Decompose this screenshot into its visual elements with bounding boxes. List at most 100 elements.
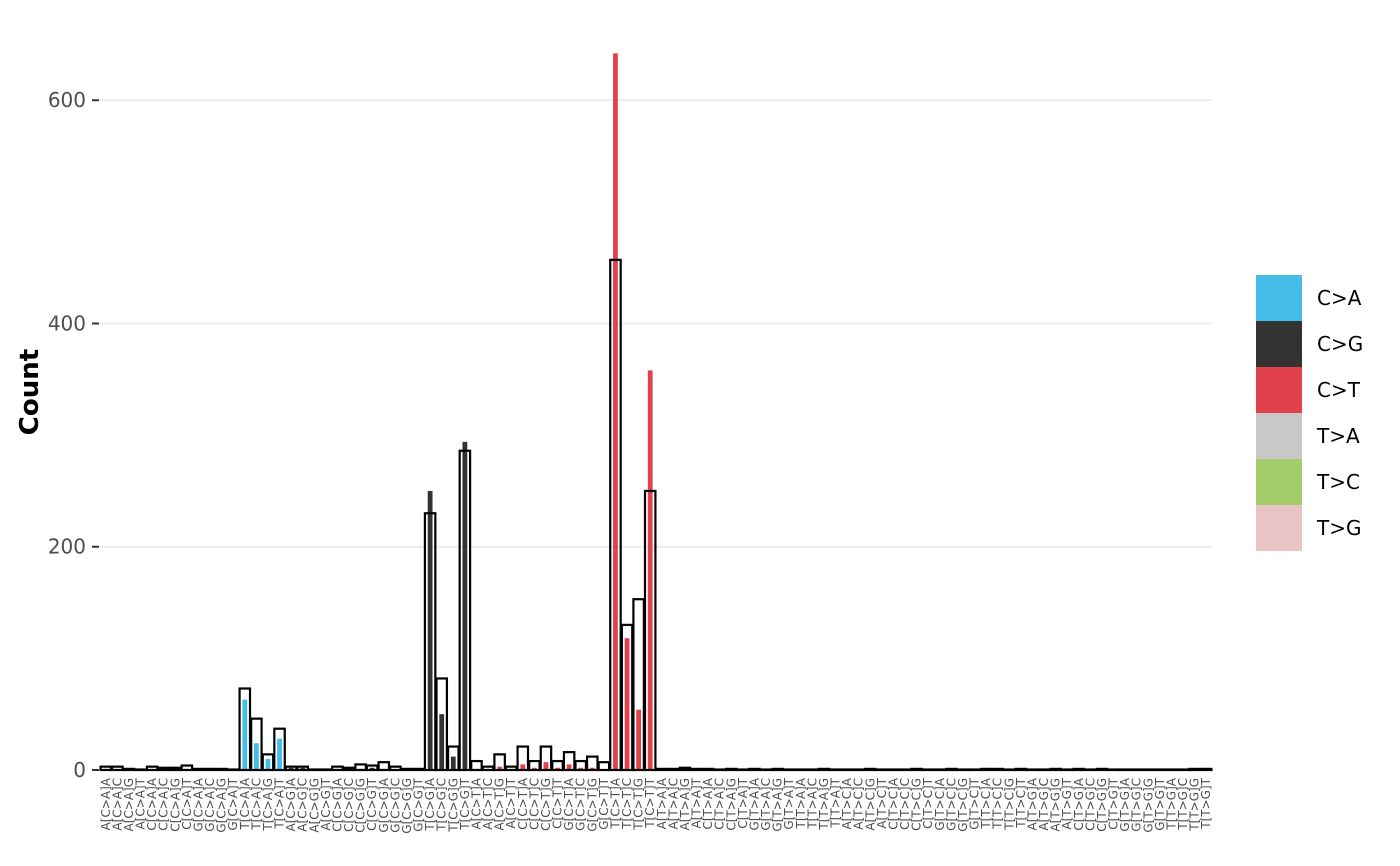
x-tick-label: A[T>C]T (875, 777, 889, 828)
outline-bar (921, 768, 935, 772)
y-tick-label: 400 (48, 311, 86, 335)
outline-bar (655, 767, 669, 772)
outline-bar (331, 765, 344, 772)
outline-bar (1118, 768, 1132, 772)
x-tick-label: A[T>A]A (655, 777, 669, 829)
outline-bar (910, 767, 923, 772)
x-tick-label: G[T>C]G (956, 778, 970, 832)
outline-bar (794, 768, 808, 772)
outline-bar (504, 765, 518, 772)
x-tick-label: C[T>A]G (724, 778, 738, 831)
x-tick-label: T[C>G]T (458, 777, 472, 830)
outline-bar (192, 767, 205, 772)
x-tick-label: C[T>C]C (898, 778, 912, 830)
filled-bar (300, 767, 306, 770)
y-tick-label: 600 (48, 88, 86, 112)
outline-bar (273, 727, 286, 772)
x-tick-label: T[C>T]G (632, 778, 646, 831)
outline-bar (400, 767, 414, 772)
x-tick-label: A[T>G]G (1049, 778, 1063, 832)
x-tick-label: T[C>G]A (423, 777, 437, 831)
outline-bar (238, 687, 252, 772)
outline-bar (945, 767, 958, 772)
x-tick-label: T[C>T]T (643, 777, 657, 828)
x-tick-label: T[T>A]G (817, 778, 831, 831)
outline-bar (736, 768, 750, 772)
filled-bar (288, 767, 294, 770)
outline-bar (168, 766, 182, 772)
outline-bar (875, 768, 889, 772)
filled-bar (462, 441, 468, 770)
outline-bar (863, 767, 877, 772)
x-tick-label: T[C>A]A (238, 777, 252, 830)
outline-bar (307, 768, 321, 772)
outline-bar (111, 765, 124, 772)
outline-bar (748, 767, 761, 772)
x-tick-label: C[T>G]A (1072, 777, 1086, 830)
outline-bar (145, 765, 159, 772)
outline-bar (377, 761, 391, 772)
outline-bar (226, 768, 240, 772)
x-tick-label: A[C>A]T (134, 777, 148, 829)
outline-bar (898, 768, 912, 772)
outline-bar (1176, 768, 1190, 772)
filled-bar (277, 738, 282, 770)
x-tick-label: A[T>C]G (863, 778, 877, 831)
legend-label: C>A (1317, 286, 1362, 310)
outline-bar (713, 768, 727, 772)
x-tick-label: G[C>G]T (412, 777, 426, 831)
x-tick-label: G[C>G]G (400, 778, 414, 834)
x-tick-label: T[C>A]C (249, 778, 263, 831)
filled-bar (520, 764, 526, 770)
x-tick-label: C[C>G]G (354, 778, 368, 833)
outline-bar (539, 745, 553, 772)
x-tick-label: G[C>A]G (215, 778, 229, 833)
x-tick-label: T[C>A]T (273, 777, 287, 829)
x-tick-label: G[C>T]G (585, 778, 599, 832)
filled-bar (531, 767, 537, 770)
outline-bar (1084, 768, 1097, 772)
x-tick-label: A[C>T]G (493, 778, 507, 831)
x-tick-label: A[C>G]T (319, 777, 333, 830)
outline-bar (319, 768, 333, 772)
outline-bar (678, 766, 692, 772)
x-tick-label: A[C>A]A (99, 777, 113, 830)
outline-bar (806, 768, 819, 772)
x-tick-label: T[C>G]C (435, 778, 449, 832)
outline-bar (690, 767, 703, 772)
outline-bar (481, 765, 495, 772)
outline-bar (261, 753, 275, 772)
y-axis: 0 200 400 600 (48, 88, 99, 782)
x-axis: A[C>A]AA[C>A]CA[C>A]GA[C>A]TC[C>A]AC[C>A… (99, 777, 1213, 833)
outline-bar (1072, 767, 1086, 772)
x-tick-label: T[T>A]A (794, 777, 808, 829)
outline-bar (620, 623, 634, 772)
x-tick-label: C[T>A]T (736, 777, 750, 828)
x-tick-label: A[T>G]C (1037, 778, 1051, 831)
x-tick-label: G[T>A]C (759, 778, 773, 831)
outline-bar (759, 768, 773, 772)
outline-bar (1199, 767, 1213, 772)
x-tick-label: C[T>C]A (886, 777, 900, 830)
x-tick-label: A[C>G]G (307, 778, 321, 833)
outline-bar (1188, 767, 1201, 772)
x-tick-label: T[T>C]A (979, 777, 993, 829)
x-tick-label: A[T>G]A (1025, 777, 1039, 830)
outline-bar (389, 765, 402, 772)
outline-bar (968, 768, 981, 772)
filled-bar (647, 370, 653, 770)
x-tick-label: A[C>A]C (110, 778, 124, 831)
outline-bar (574, 759, 588, 772)
outline-bar (446, 745, 460, 772)
x-tick-label: C[T>C]T (921, 777, 935, 829)
x-tick-label: A[T>A]G (678, 778, 692, 830)
outline-bar (956, 768, 970, 772)
legend-label: T>C (1316, 470, 1360, 494)
x-tick-label: G[T>C]A (933, 777, 947, 830)
x-tick-label: A[C>G]C (296, 778, 310, 832)
outline-bar (284, 765, 298, 772)
x-tick-label: C[T>A]C (713, 778, 727, 830)
legend-swatch (1256, 367, 1302, 413)
outline-bar (1014, 767, 1028, 772)
